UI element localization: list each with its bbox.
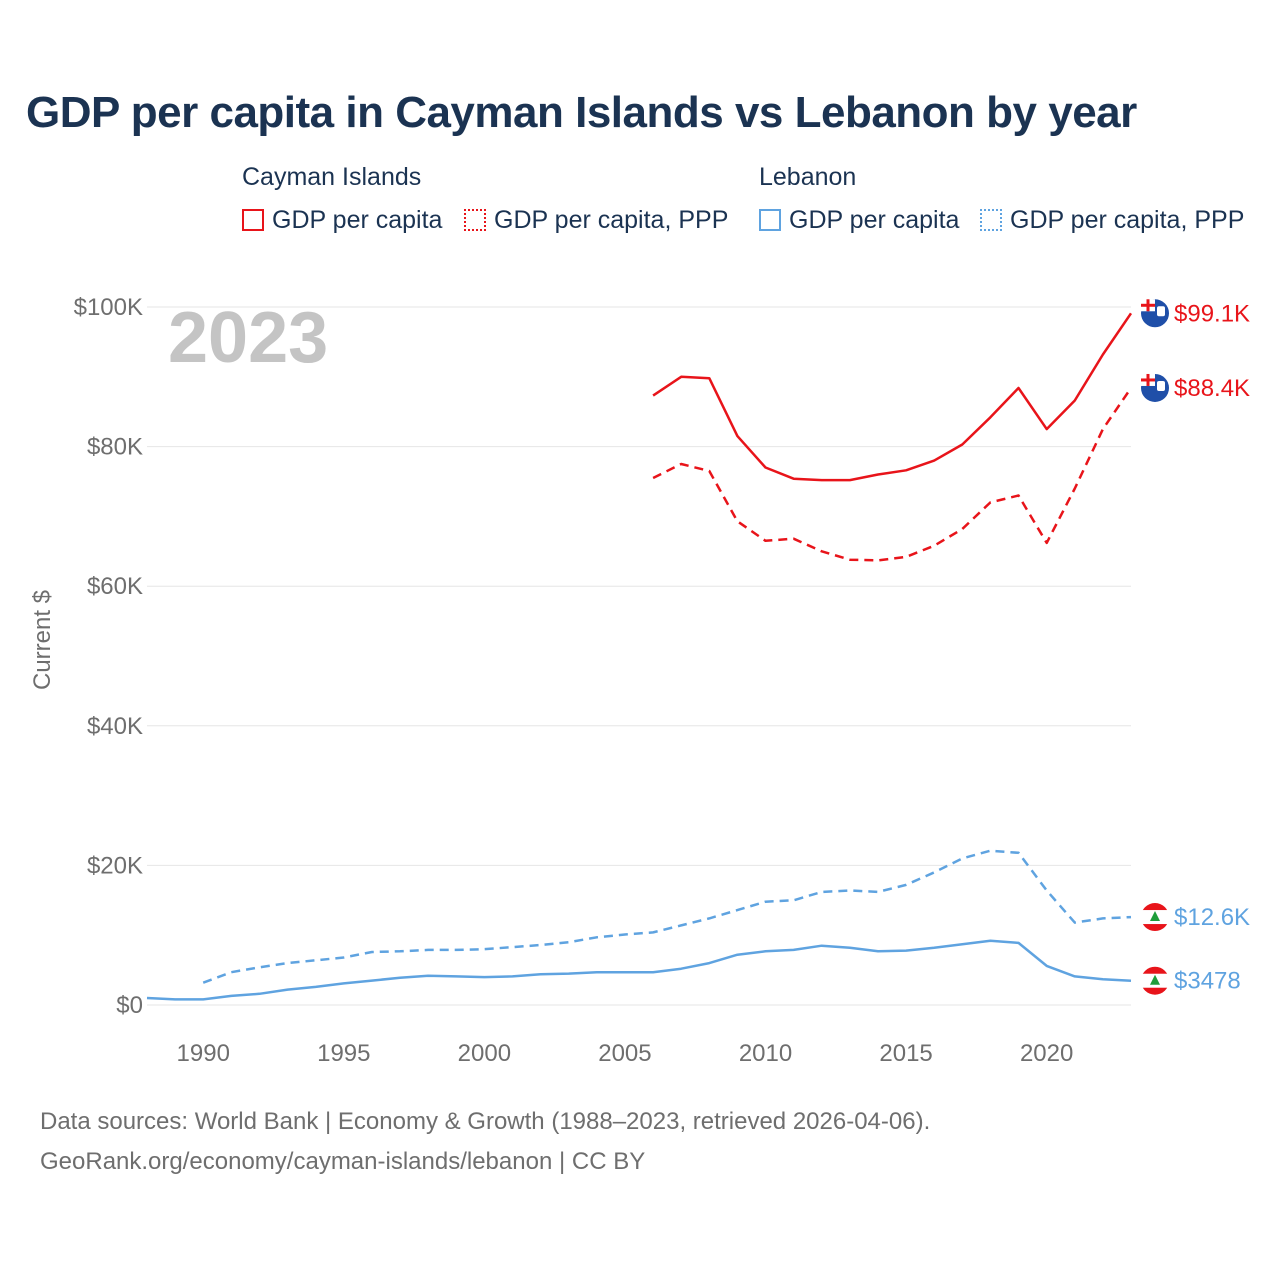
legend-item-lebanon-gdp-ppp[interactable]: GDP per capita, PPP [980,204,1244,236]
legend-swatch-solid-red [242,209,264,231]
x-tick-label: 2000 [458,1040,511,1067]
x-tick-label: 2010 [739,1040,792,1067]
footer-link: GeoRank.org/economy/cayman-islands/leban… [40,1148,646,1175]
legend-label: GDP per capita, PPP [494,205,729,234]
end-value-label: $99.1K [1174,300,1250,327]
y-axis-ticks: $0 $20K $40K $60K $80K $100K [74,294,143,1019]
series-line-2 [146,939,1132,1001]
legend-label: GDP per capita [789,205,960,234]
legend-item-cayman-gdp-ppp[interactable]: GDP per capita, PPP [464,204,728,236]
y-tick-label: $100K [74,294,143,321]
series-line-3 [202,849,1132,984]
lebanon-flag-icon [1141,903,1169,932]
y-tick-label: $20K [87,852,143,879]
y-tick-label: $40K [87,713,143,740]
x-tick-label: 2020 [1020,1040,1073,1067]
cayman-flag-icon [1141,373,1169,402]
x-axis-ticks: 1990 1995 2000 2005 2010 2015 2020 [177,1040,1074,1067]
year-watermark: 2023 [168,298,328,378]
series-line-0 [652,312,1133,482]
legend-item-cayman-gdp[interactable]: GDP per capita [242,204,442,236]
y-tick-label: $0 [116,992,143,1019]
legend-swatch-dotted-red [464,209,486,231]
legend-label: GDP per capita, PPP [1010,205,1245,234]
legend-swatch-solid-blue [759,209,781,231]
end-value-label: $88.4K [1174,375,1250,402]
grid-lines [147,306,1131,1006]
x-tick-label: 1995 [317,1040,370,1067]
series-line-1 [652,387,1133,562]
y-tick-label: $80K [87,434,143,461]
x-tick-label: 1990 [177,1040,230,1067]
lebanon-flag-icon [1141,966,1169,995]
cayman-flag-icon [1141,299,1169,328]
end-value-label: $3478 [1174,968,1241,995]
x-tick-label: 2005 [598,1040,651,1067]
legend-label: GDP per capita [272,205,443,234]
legend-group-lebanon: Lebanon [759,163,857,191]
y-tick-label: $60K [87,573,143,600]
end-value-label: $12.6K [1174,904,1250,931]
x-tick-label: 2015 [879,1040,932,1067]
y-axis-label: Current $ [29,590,56,690]
series-lines [146,312,1133,1001]
legend-group-cayman: Cayman Islands [242,163,422,191]
legend-swatch-dotted-blue [980,209,1002,231]
legend-item-lebanon-gdp[interactable]: GDP per capita [759,204,959,236]
footer-source: Data sources: World Bank | Economy & Gro… [40,1108,931,1135]
end-markers: $99.1K $88.4K $3478 $12.6K [1141,299,1250,995]
chart-title: GDP per capita in Cayman Islands vs Leba… [26,88,1137,137]
